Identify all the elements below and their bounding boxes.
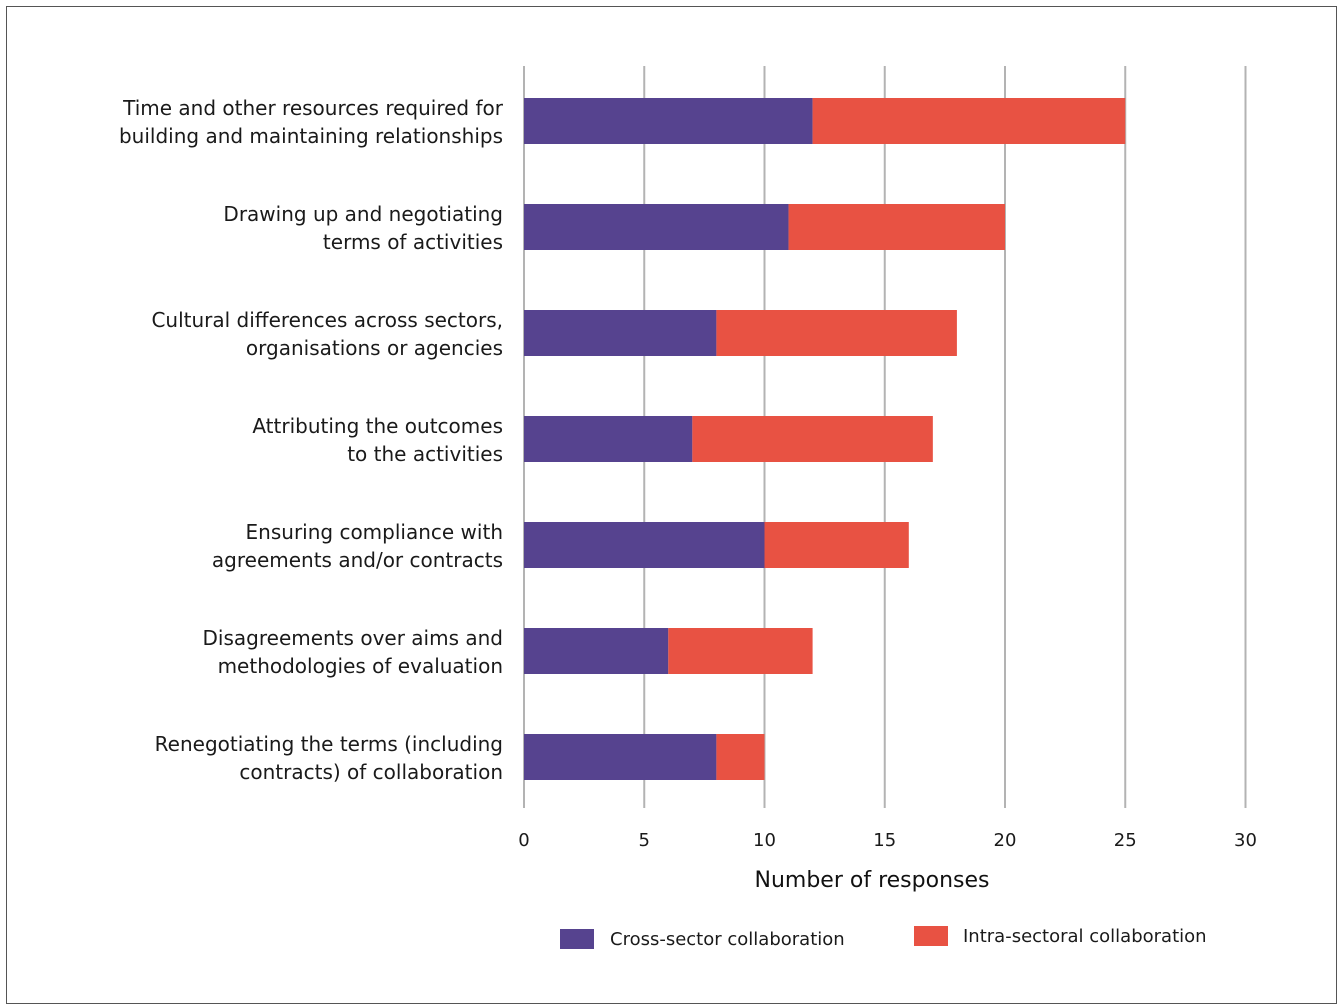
legend-label: Cross-sector collaboration (610, 929, 845, 950)
bar-cross-sector (524, 522, 765, 568)
category-label: to the activities (347, 442, 503, 466)
category-label: Ensuring compliance with (246, 520, 503, 544)
x-tick-label: 15 (873, 830, 896, 851)
bar-intra-sectoral (812, 98, 1126, 144)
x-tick-label: 30 (1234, 830, 1257, 851)
category-label: Renegotiating the terms (including (155, 732, 503, 756)
gridlines (523, 66, 1247, 808)
bar-cross-sector (524, 416, 693, 462)
x-tick-label: 0 (518, 830, 529, 851)
bar-intra-sectoral (692, 416, 933, 462)
category-label: Attributing the outcomes (252, 414, 503, 438)
category-label: Disagreements over aims and (203, 626, 503, 650)
bar-intra-sectoral (716, 310, 957, 356)
x-tick-label: 20 (994, 830, 1017, 851)
category-label: methodologies of evaluation (218, 654, 503, 678)
bar-cross-sector (524, 310, 717, 356)
bar-intra-sectoral (668, 628, 813, 674)
category-label: terms of activities (323, 230, 503, 254)
bar-cross-sector (524, 204, 789, 250)
x-tick-label: 10 (753, 830, 776, 851)
category-label: contracts) of collaboration (239, 760, 503, 784)
category-label: Cultural differences across sectors, (151, 308, 503, 332)
chart-frame (6, 6, 1337, 1004)
category-label: Time and other resources required for (122, 96, 504, 120)
bar-intra-sectoral (788, 204, 1005, 250)
legend: Cross-sector collaboration Intra-sectoral… (560, 926, 1207, 950)
category-labels: Time and other resources required for bui… (119, 96, 504, 784)
bar-cross-sector (524, 734, 717, 780)
bars (524, 98, 1126, 780)
x-tick-label: 25 (1114, 830, 1137, 851)
bar-intra-sectoral (716, 734, 765, 780)
category-label: organisations or agencies (246, 336, 503, 360)
legend-swatch (560, 929, 594, 949)
x-axis-title: Number of responses (755, 868, 990, 893)
legend-swatch (914, 926, 948, 946)
legend-label: Intra-sectoral collaboration (963, 926, 1207, 947)
category-label: building and maintaining relationships (119, 124, 503, 148)
category-label: Drawing up and negotiating (223, 202, 503, 226)
x-tick-labels: 0 5 10 15 20 25 30 (518, 830, 1257, 851)
bar-cross-sector (524, 628, 669, 674)
category-label: agreements and/or contracts (212, 548, 503, 572)
bar-cross-sector (524, 98, 813, 144)
x-tick-label: 5 (639, 830, 650, 851)
bar-intra-sectoral (764, 522, 909, 568)
